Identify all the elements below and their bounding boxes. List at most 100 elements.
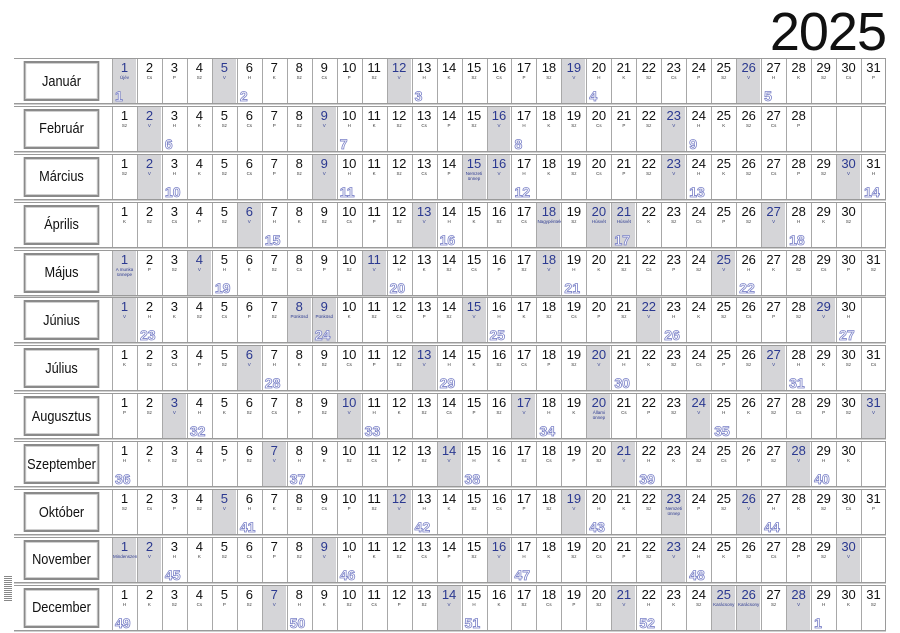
day-number: 5 (220, 251, 228, 267)
day-cell: 3 Sz (161, 585, 186, 630)
day-number: 20 (591, 491, 607, 507)
sunday-cell: 25 V (711, 250, 736, 295)
weekday-label: Sz (146, 218, 153, 224)
day-number: 2 (145, 491, 154, 507)
day-number: 5 (220, 538, 228, 554)
holiday-cell: 20 Állami ünnep (586, 394, 611, 439)
day-number: 31 (866, 155, 881, 171)
weekday-label: Sz (171, 601, 178, 607)
day-number: 28 (791, 107, 806, 123)
day-number: 23 (666, 251, 681, 267)
day-number: 28 (791, 538, 806, 554)
day-number: 2 (145, 60, 154, 75)
weekday-label: Cs (421, 122, 427, 128)
weekday-label: H (522, 170, 526, 176)
day-cell: 14 Cs (436, 394, 461, 439)
weekday-label: V (822, 314, 826, 320)
day-number: 2 (145, 443, 154, 459)
weekday-label: H (672, 314, 676, 320)
weekday-label: Sz (646, 170, 652, 176)
weekday-label: P (797, 170, 801, 176)
day-number: 5 (220, 347, 228, 363)
day-number: 3 (170, 299, 179, 315)
day-number: 20 (591, 538, 607, 554)
weekday-label: P (272, 122, 276, 128)
day-cell: 25 Cs (711, 442, 735, 487)
weekday-label: Sz (221, 122, 227, 128)
weekday-label: K (447, 506, 451, 512)
week-number: 37 (289, 471, 306, 488)
weekday-label: Cs (471, 266, 477, 272)
weekday-label: Sz (571, 218, 577, 224)
day-number: 18 (541, 491, 557, 507)
day-number: 13 (416, 395, 432, 411)
month-row: Január 1 Újév 1 2 Cs 3 P 4 Sz 5 V 6 H 2 7 K 8 Sz 9 Cs 10 P 11 Sz… (14, 58, 886, 104)
empty-cell (861, 298, 885, 343)
weekday-label: Sz (146, 362, 153, 368)
day-number: 9 (320, 299, 328, 315)
weekday-label: Cs (596, 553, 602, 559)
day-number: 2 (145, 299, 154, 315)
day-cell: 13 H 42 (411, 490, 436, 534)
weekday-label: P (247, 314, 251, 320)
day-cell: 5 Sz (211, 154, 236, 199)
day-cell: 8 H 50 (286, 585, 311, 630)
day-number: 19 (566, 443, 582, 459)
day-number: 16 (491, 107, 507, 123)
day-number: 4 (195, 443, 203, 459)
weekday-label: P (397, 601, 401, 607)
day-number: 20 (591, 586, 607, 602)
weekday-label: H (347, 122, 351, 128)
day-number: 16 (491, 491, 507, 507)
day-number: 7 (270, 203, 278, 219)
weekday-label: V (397, 75, 401, 80)
holiday-cell: 26 Karácsony (736, 585, 761, 630)
week-number: 10 (164, 183, 181, 200)
day-number: 8 (295, 538, 303, 554)
day-number: 26 (741, 443, 756, 459)
day-cell: 11 P (361, 202, 386, 247)
day-number: 30 (841, 203, 856, 219)
day-cell: 2 Sz (136, 346, 161, 391)
weekday-label: V (847, 170, 851, 176)
day-number: 29 (816, 586, 831, 602)
day-number: 12 (391, 538, 407, 554)
weekday-label: P (622, 553, 626, 559)
day-number: 8 (295, 203, 303, 219)
day-cell: 23 Sz (661, 394, 685, 439)
weekday-label: V (672, 553, 676, 559)
weekday-label: Sz (296, 170, 302, 176)
weekday-label: Sz (671, 218, 677, 224)
weekday-label: V (272, 458, 276, 464)
day-number: 28 (791, 155, 806, 171)
weekday-label: H (796, 362, 801, 368)
weekday-label: H (472, 458, 476, 464)
day-number: 10 (341, 395, 357, 411)
day-cell: 24 H 9 (686, 106, 710, 151)
week-number: 1 (115, 88, 124, 104)
day-number: 12 (391, 251, 407, 267)
day-number: 6 (245, 251, 253, 267)
day-number: 7 (270, 251, 278, 267)
day-cell: 25 Sz (711, 490, 735, 535)
day-cell: 3 H 45 (161, 537, 186, 582)
day-cell: 31 H 14 (861, 154, 885, 199)
weekday-label: Cs (596, 170, 602, 176)
day-cell: 13 P (411, 298, 436, 343)
day-number: 24 (691, 443, 706, 459)
day-cell: 29 H 1 (811, 585, 835, 630)
day-number: 22 (641, 155, 657, 171)
month-label: Május (23, 252, 100, 293)
day-number: 3 (170, 107, 179, 123)
weekday-label: Cs (621, 410, 627, 416)
day-cell: 14 Sz (436, 298, 461, 343)
day-number: 15 (466, 491, 482, 507)
day-cell: 24 Cs (686, 346, 710, 391)
day-number: 19 (566, 347, 582, 363)
weekday-label: Cs (421, 553, 427, 559)
day-number: 5 (220, 491, 228, 507)
